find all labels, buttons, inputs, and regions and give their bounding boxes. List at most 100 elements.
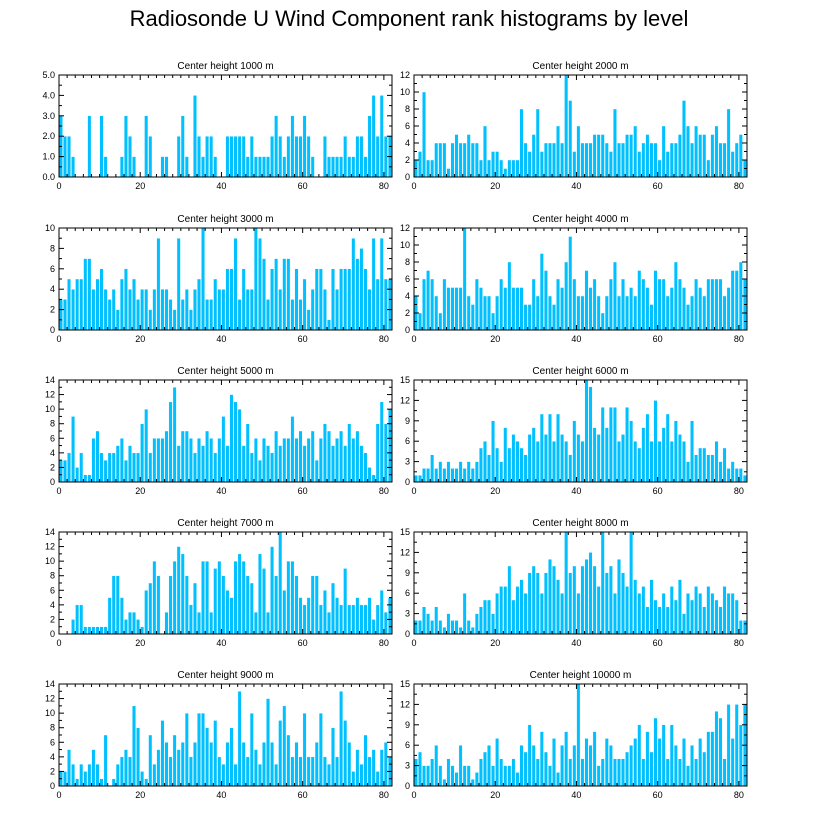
x-tick-label: 40 (216, 638, 226, 648)
histogram-bar (367, 467, 372, 483)
histogram-bar (698, 738, 703, 787)
histogram-bar (612, 758, 617, 787)
histogram-bar (661, 427, 666, 483)
histogram-bar (645, 606, 650, 635)
histogram-bar (499, 758, 504, 787)
x-tick-label: 20 (490, 638, 500, 648)
x-tick-label: 0 (56, 790, 61, 800)
histogram-bar (487, 745, 491, 787)
histogram-bar (188, 438, 193, 483)
histogram-bar (298, 135, 303, 178)
histogram-bar (503, 586, 508, 635)
histogram-bar (188, 756, 193, 787)
histogram-bar (140, 423, 145, 483)
histogram-bar (629, 134, 634, 178)
histogram-bar (612, 593, 617, 635)
x-tick-label: 0 (411, 638, 416, 648)
panel-title: Center height 4000 m (532, 214, 628, 225)
histogram-bar (262, 258, 266, 331)
y-tick-label: 2 (405, 155, 410, 165)
x-tick-label: 60 (298, 334, 308, 344)
histogram-bar (686, 125, 690, 178)
histogram-bar (734, 599, 739, 635)
histogram-bar (201, 156, 205, 178)
histogram-bar (677, 134, 682, 178)
histogram-bar (245, 756, 250, 787)
histogram-bar (446, 461, 451, 483)
histogram-bar (274, 575, 279, 635)
histogram-bar (535, 295, 540, 331)
histogram-bar (673, 599, 678, 635)
histogram-bar (608, 151, 613, 178)
histogram-bar (375, 604, 380, 635)
histogram-bar (604, 142, 609, 178)
histogram-bar (531, 565, 536, 635)
histogram-bar (649, 751, 654, 787)
histogram-bar (426, 765, 431, 787)
histogram-bar (233, 237, 238, 331)
panel-title: Center height 1000 m (177, 61, 273, 72)
histogram-bar (694, 125, 699, 178)
histogram-bar (176, 546, 181, 635)
histogram-bar (262, 438, 266, 483)
histogram-bar (290, 560, 295, 635)
y-tick-label: 6 (50, 737, 55, 747)
histogram-bar (669, 586, 674, 635)
y-tick-label: 9 (405, 568, 410, 578)
histogram-bar (637, 593, 642, 635)
histogram-bar (359, 135, 364, 178)
histogram-bar (519, 287, 524, 331)
histogram-bar (738, 468, 743, 483)
histogram-bar (418, 751, 422, 787)
histogram-bar (726, 593, 731, 635)
x-tick-label: 0 (411, 334, 416, 344)
histogram-bar (67, 452, 71, 483)
histogram-bar (673, 420, 678, 483)
histogram-bar (327, 430, 331, 483)
x-tick-label: 20 (490, 486, 500, 496)
histogram-bar (661, 724, 666, 787)
histogram-bar (302, 278, 307, 331)
histogram-bar (95, 278, 100, 331)
histogram-bar (103, 626, 108, 635)
histogram-bar (714, 711, 719, 787)
histogram-bar (79, 763, 84, 787)
histogram-bar (714, 599, 719, 635)
histogram-bar (71, 416, 76, 483)
histogram-bar (83, 771, 88, 787)
histogram-bar (71, 289, 76, 331)
histogram-bar (633, 441, 638, 483)
histogram-bar (588, 287, 593, 331)
x-tick-label: 60 (653, 638, 663, 648)
histogram-bar (584, 559, 589, 635)
histogram-bar (266, 445, 270, 483)
histogram-bar (548, 413, 552, 483)
histogram-bar (556, 278, 560, 331)
histogram-bar (556, 125, 560, 178)
histogram-bar (519, 108, 524, 178)
x-tick-label: 60 (653, 181, 663, 191)
histogram-bar (83, 626, 88, 635)
histogram-bar (592, 427, 597, 483)
histogram-bar (266, 698, 270, 787)
histogram-bar (306, 135, 311, 178)
histogram-bar (371, 749, 376, 787)
histogram-bar (294, 135, 299, 178)
y-tick-label: 6 (405, 740, 410, 750)
histogram-bar (383, 742, 388, 787)
histogram-bar (367, 289, 372, 331)
histogram-bar (217, 438, 222, 483)
histogram-bar (519, 745, 524, 787)
histogram-bar (462, 227, 467, 331)
histogram-bar (355, 597, 360, 635)
histogram-bar (148, 582, 153, 635)
histogram-bar (87, 763, 92, 787)
histogram-bar (657, 738, 662, 787)
histogram-bar (430, 159, 435, 178)
histogram-bar (426, 613, 431, 635)
histogram-bar (294, 742, 299, 787)
histogram-bar (282, 156, 287, 178)
histogram-bar (241, 560, 246, 635)
histogram-bar (507, 565, 512, 635)
histogram-bar (343, 568, 348, 635)
